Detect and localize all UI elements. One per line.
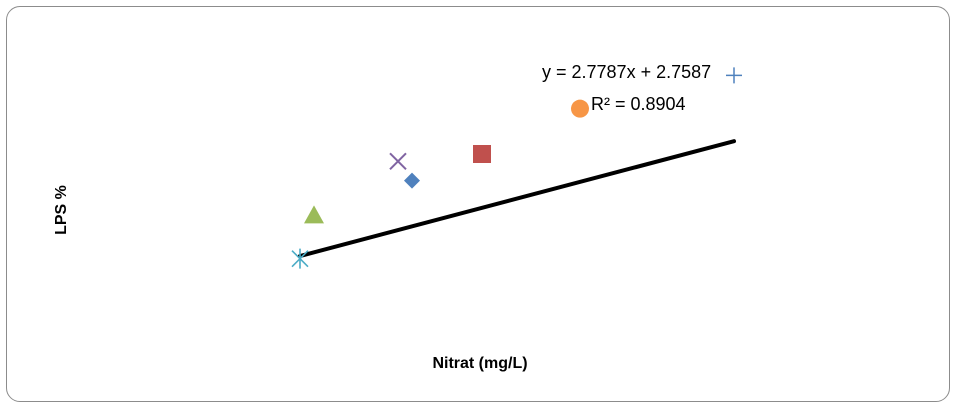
trendline — [298, 139, 736, 259]
x-axis-label: Nitrat (mg/L) — [432, 355, 528, 372]
data-point-square — [473, 145, 491, 163]
data-point-plus — [726, 67, 742, 84]
chart-area — [6, 6, 950, 402]
data-point-triangle — [304, 205, 324, 224]
data-point-asterisk — [291, 248, 309, 269]
trendline-r-squared: R² = 0.8904 — [591, 94, 686, 114]
data-point-x — [389, 152, 407, 171]
data-point-diamond — [404, 172, 420, 189]
y-axis-label: LPS % — [53, 185, 70, 235]
data-point-circle — [571, 99, 589, 118]
trendline-equation: y = 2.7787x + 2.7587 — [542, 62, 712, 82]
